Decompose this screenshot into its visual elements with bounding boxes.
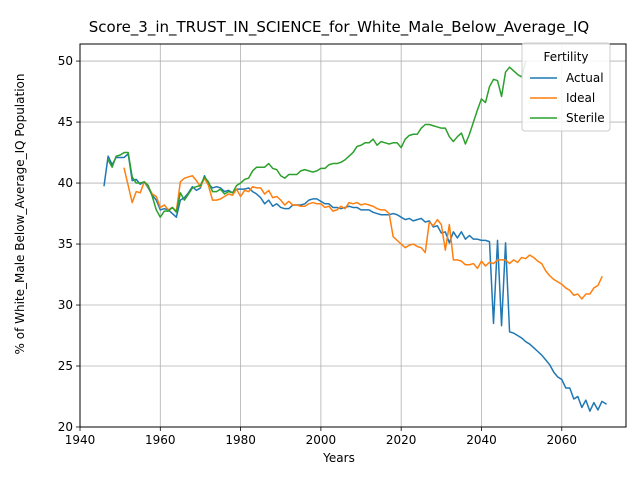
legend-label-actual: Actual (566, 71, 604, 85)
x-tick-label: 2020 (386, 433, 417, 447)
legend-label-sterile: Sterile (566, 111, 605, 125)
y-axis-label: % of White_Male Below_Average_IQ Populat… (13, 74, 27, 355)
x-tick-label: 1940 (65, 433, 96, 447)
series-line-actual (103, 153, 607, 412)
x-axis: 1940 1960 1980 2000 2020 2040 2060 (65, 427, 577, 447)
y-tick-label: 40 (58, 176, 73, 190)
plot-frame (79, 43, 627, 428)
x-axis-label: Years (322, 451, 355, 465)
y-axis: 20 25 30 35 40 45 50 (58, 54, 80, 434)
chart-title: Score_3_in_TRUST_IN_SCIENCE_for_White_Ma… (89, 18, 589, 37)
x-tick-label: 1980 (225, 433, 256, 447)
legend-label-ideal: Ideal (566, 91, 595, 105)
series-line-sterile (107, 60, 527, 218)
legend: Fertility Actual Ideal Sterile (521, 42, 611, 132)
y-tick-label: 25 (58, 359, 73, 373)
y-tick-label: 20 (58, 420, 73, 434)
legend-entries: Actual Ideal Sterile (530, 71, 605, 125)
legend-title: Fertility (543, 50, 588, 64)
x-tick-label: 2060 (546, 433, 577, 447)
x-tick-label: 2000 (306, 433, 337, 447)
y-tick-label: 45 (58, 115, 73, 129)
x-tick-label: 2040 (466, 433, 497, 447)
y-tick-label: 50 (58, 54, 73, 68)
y-tick-label: 30 (58, 298, 73, 312)
legend-box (521, 42, 611, 132)
x-tick-label: 1960 (145, 433, 176, 447)
series-layer (103, 60, 607, 412)
y-tick-label: 35 (58, 237, 73, 251)
